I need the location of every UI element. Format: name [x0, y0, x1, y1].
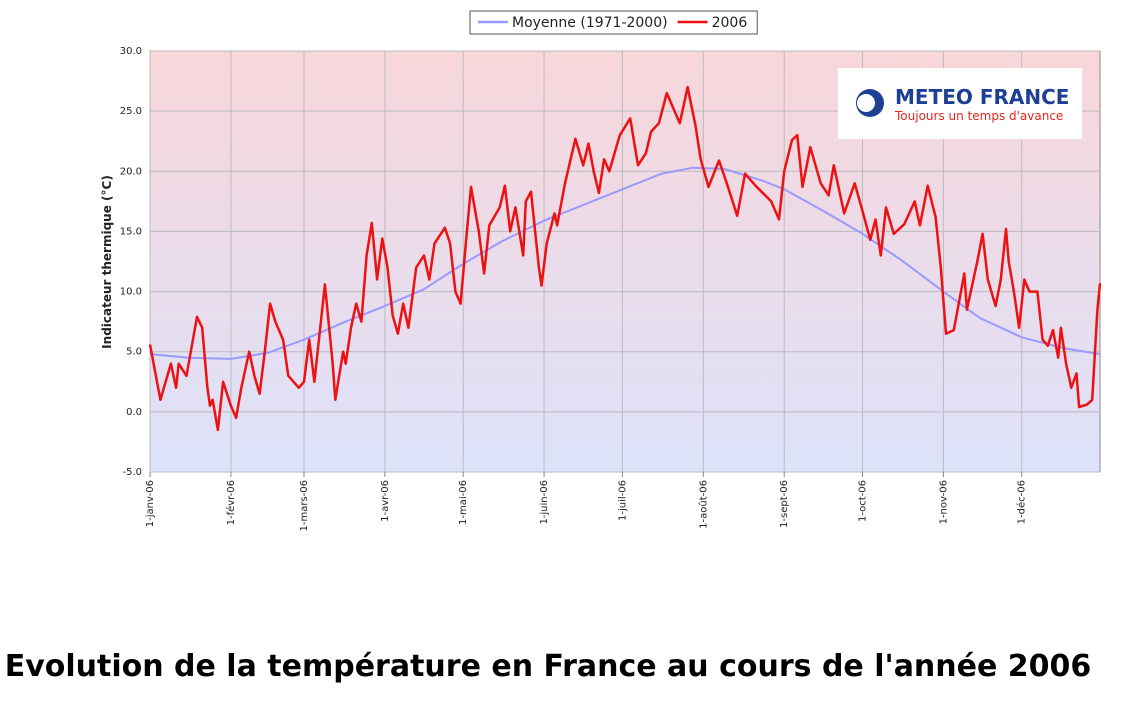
y-tick-label: 10.0	[120, 287, 142, 298]
y-tick-label: 0.0	[126, 407, 142, 418]
logo-icon	[857, 94, 875, 112]
legend-label: 2006	[712, 15, 748, 31]
x-tick-label: 1-mars-06	[299, 480, 310, 532]
x-tick-label: 1-nov-06	[938, 480, 949, 524]
y-tick-label: 25.0	[120, 106, 142, 117]
legend-box	[469, 10, 758, 35]
x-tick-label: 1-oct-06	[858, 480, 869, 522]
x-tick-label: 1-déc-06	[1016, 480, 1028, 524]
y-tick-label: 5.0	[126, 347, 142, 358]
y-axis-label: Indicateur thermique (°C)	[100, 175, 114, 349]
caption: Evolution de la température en France au…	[5, 649, 1092, 684]
x-tick-label: 1-juin-06	[539, 480, 550, 525]
x-tick-label: 1-févr-06	[225, 480, 237, 525]
series-line	[148, 85, 1102, 432]
legend: Moyenne (1971-2000) 2006	[469, 10, 758, 35]
series-line	[149, 166, 1101, 360]
logo-name: METEO FRANCE	[895, 85, 1069, 109]
legend-label: Moyenne (1971-2000)	[512, 15, 668, 31]
y-tick-label: 30.0	[120, 46, 142, 57]
y-tick-label: 20.0	[120, 166, 142, 177]
x-tick-label: 1-août-06	[697, 480, 709, 529]
x-tick-label: 1-sept-06	[779, 480, 790, 528]
x-tick-label: 1-avr-06	[380, 480, 391, 522]
y-tick-label: 15.0	[120, 226, 142, 237]
y-tick-label: -5.0	[122, 467, 142, 478]
x-tick-label: 1-janv-06	[145, 480, 156, 527]
logo-slogan: Toujours un temps d'avance	[894, 109, 1063, 123]
x-tick-label: 1-mai-06	[458, 480, 469, 525]
logo: METEO FRANCE Toujours un temps d'avance	[838, 68, 1082, 139]
x-tick-label: 1-juil-06	[617, 480, 628, 521]
